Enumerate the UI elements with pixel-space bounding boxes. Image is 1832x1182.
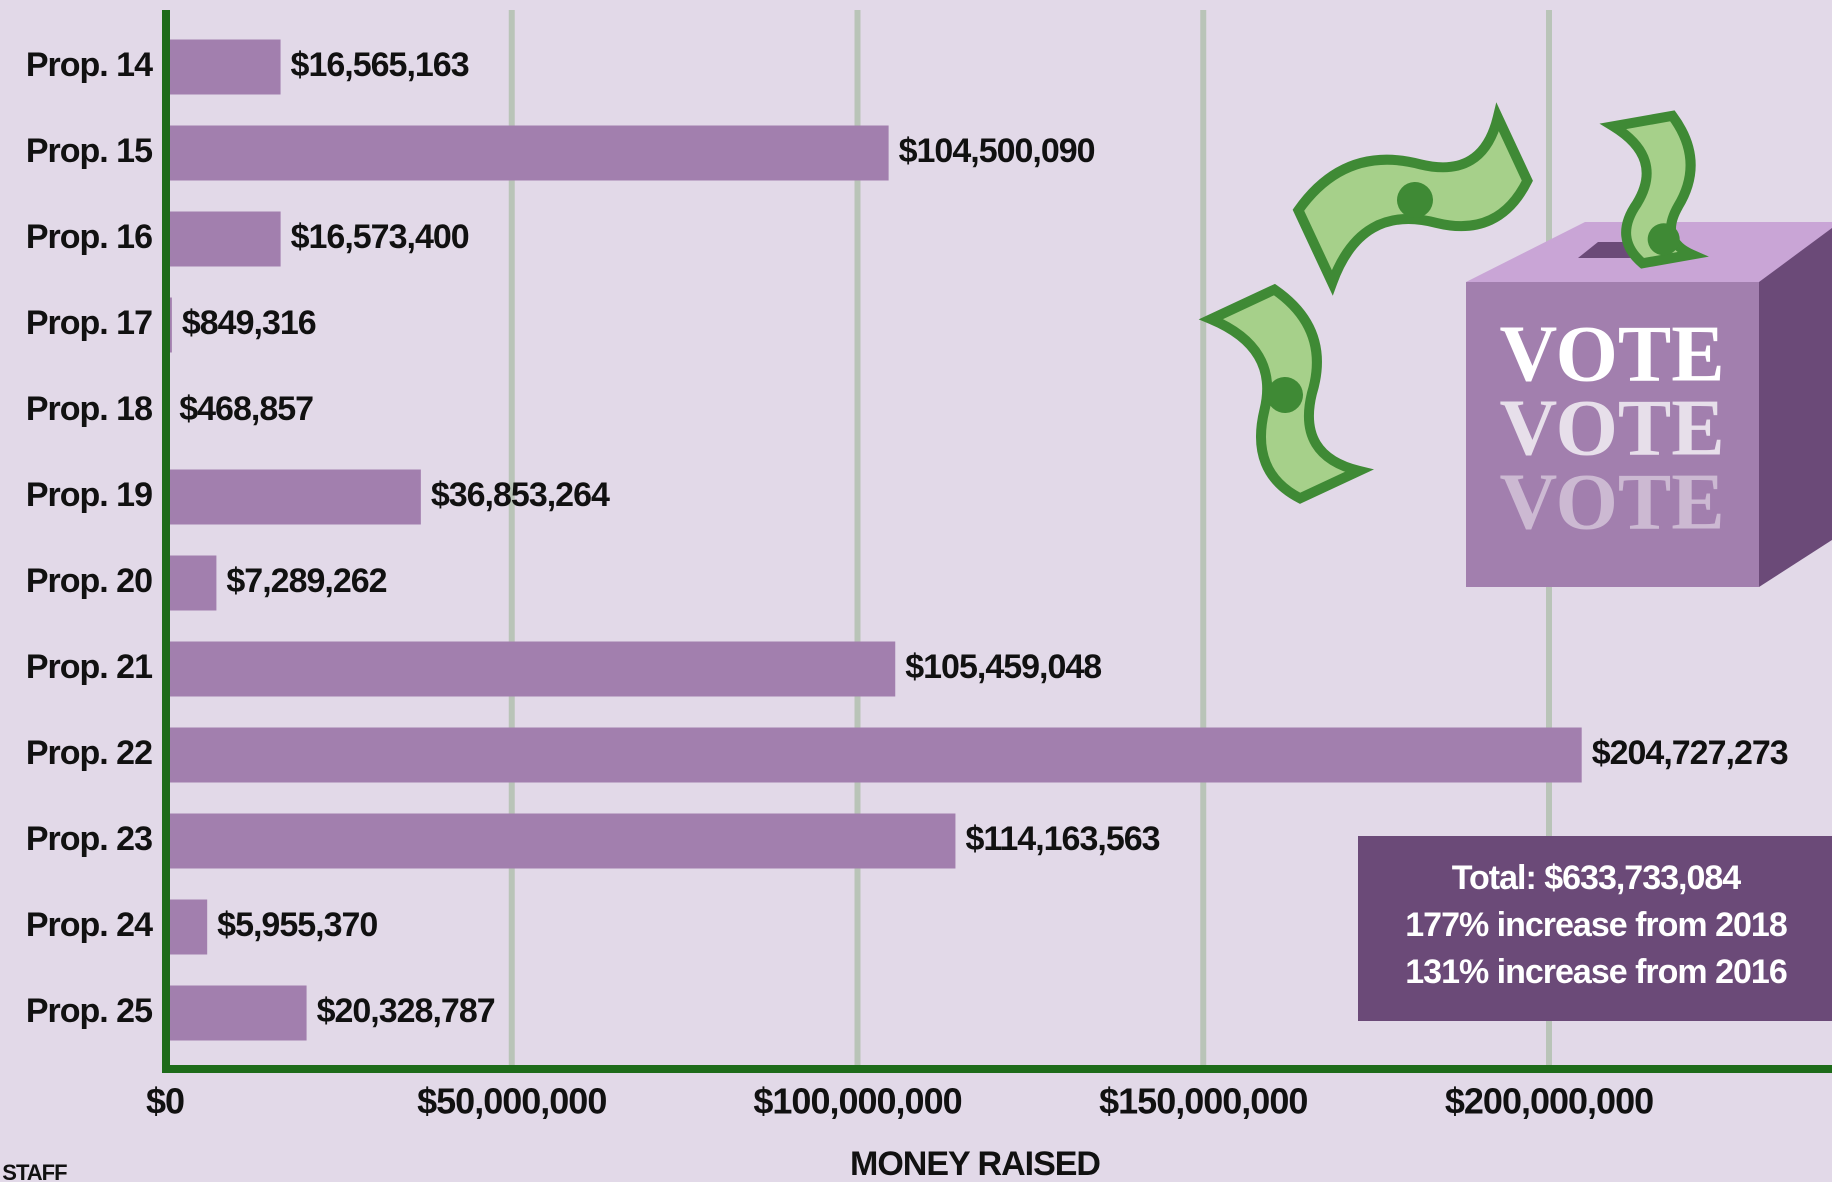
ballot-illustration: VOTE VOTE VOTE <box>1198 102 1832 587</box>
box-side <box>1759 228 1832 587</box>
vote-text: VOTE <box>1499 458 1724 546</box>
y-tick-label: Prop. 17 <box>26 304 152 342</box>
annotation: 177% increase from 2018 <box>1405 906 1787 944</box>
y-tick-label: Prop. 18 <box>26 390 152 428</box>
bar <box>166 985 307 1041</box>
data-label: $16,573,400 <box>291 218 469 256</box>
credit: | STAFF <box>0 1160 67 1182</box>
box-front <box>1466 282 1759 587</box>
bar <box>166 555 217 611</box>
x-tick-label: $100,000,000 <box>753 1081 961 1122</box>
bar <box>166 813 956 869</box>
data-label: $849,316 <box>182 304 316 342</box>
x-tick-label: $0 <box>146 1081 184 1122</box>
bill <box>1198 283 1375 504</box>
data-label: $114,163,563 <box>965 820 1159 858</box>
data-label: $104,500,090 <box>899 132 1095 170</box>
x-tick-label: $50,000,000 <box>417 1081 606 1122</box>
bar <box>166 39 281 95</box>
y-tick-label: Prop. 22 <box>26 734 152 772</box>
bar <box>166 727 1582 783</box>
y-tick-label: Prop. 16 <box>26 218 152 256</box>
data-label: $20,328,787 <box>317 992 495 1030</box>
bar <box>166 125 889 181</box>
annotation-box <box>1358 836 1832 1021</box>
data-label: $5,955,370 <box>217 906 377 944</box>
data-label: $468,857 <box>179 390 313 428</box>
vote-text: VOTE <box>1499 384 1724 472</box>
y-tick-label: Prop. 15 <box>26 132 152 170</box>
bars <box>166 39 1582 1041</box>
x-tick-label: $200,000,000 <box>1445 1081 1653 1122</box>
x-tick-label: $150,000,000 <box>1099 1081 1307 1122</box>
bar <box>166 899 208 955</box>
data-label: $36,853,264 <box>431 476 610 514</box>
bill <box>1292 102 1533 296</box>
annotation: Total: $633,733,084 <box>1452 859 1742 897</box>
y-tick-label: Prop. 21 <box>26 648 152 686</box>
bar <box>166 641 896 697</box>
vote-text: VOTE <box>1499 310 1724 398</box>
x-axis-label: MONEY RAISED <box>850 1145 1100 1182</box>
data-label: $16,565,163 <box>291 46 469 84</box>
annotation: 131% increase from 2016 <box>1405 953 1787 991</box>
y-tick-label: Prop. 24 <box>26 906 153 944</box>
data-label: $105,459,048 <box>905 648 1101 686</box>
bar <box>166 469 421 525</box>
y-tick-label: Prop. 20 <box>26 562 152 600</box>
y-tick-label: Prop. 14 <box>26 46 153 84</box>
data-label: $204,727,273 <box>1592 734 1788 772</box>
bar <box>166 211 281 267</box>
y-tick-label: Prop. 19 <box>26 476 152 514</box>
y-tick-label: Prop. 23 <box>26 820 152 858</box>
bill <box>1599 110 1709 269</box>
y-tick-label: Prop. 25 <box>26 992 152 1030</box>
data-label: $7,289,262 <box>226 562 386 600</box>
